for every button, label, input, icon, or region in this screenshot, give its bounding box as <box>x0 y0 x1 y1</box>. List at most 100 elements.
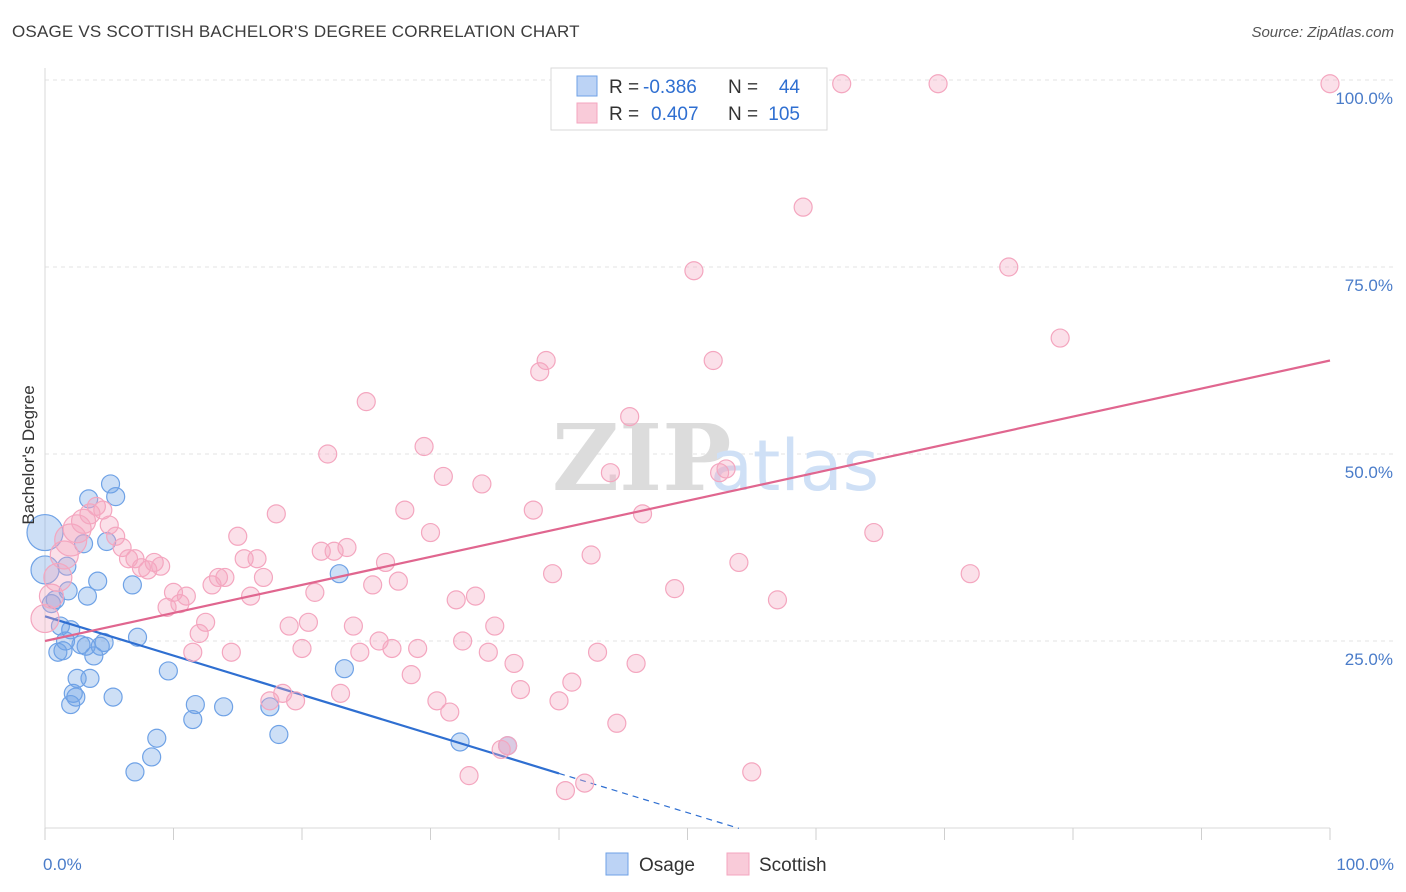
x-tick-label-max: 100.0% <box>1336 855 1394 874</box>
scottish-point <box>478 642 498 662</box>
scottish-point <box>401 665 421 685</box>
scottish-point <box>324 541 344 561</box>
osage-point <box>450 732 470 752</box>
osage-trend-extension <box>558 772 740 829</box>
scottish-point <box>607 713 627 733</box>
scottish-point <box>253 567 274 588</box>
scottish-point <box>79 503 101 525</box>
scottish-point <box>793 197 813 217</box>
scottish-point <box>388 571 408 591</box>
scottish-point <box>176 586 196 606</box>
osage-point <box>142 747 162 767</box>
scottish-point <box>575 773 595 793</box>
osage-point <box>103 687 123 707</box>
scottish-point <box>266 504 286 524</box>
bottom-legend-osage-label: Osage <box>639 855 695 876</box>
scottish-point <box>600 463 621 483</box>
osage-point <box>127 627 148 647</box>
watermark-atlas: atlas <box>710 425 879 507</box>
bottom-legend-scottish-label: Scottish <box>759 855 827 876</box>
scottish-point <box>999 257 1019 277</box>
scottish-point <box>510 680 531 700</box>
scottish-point <box>138 560 158 580</box>
scottish-point <box>382 638 402 659</box>
scottish-point <box>767 590 788 610</box>
y-tick-label-25: 25.0% <box>1345 650 1393 669</box>
scottish-point <box>960 564 980 584</box>
osage-point <box>66 687 86 707</box>
scottish-r-label: R = <box>609 104 639 125</box>
scottish-point <box>729 552 749 573</box>
scottish-point <box>247 549 267 569</box>
scottish-point <box>472 474 492 494</box>
osage-n-value: 44 <box>779 77 801 98</box>
scottish-trend-line <box>44 359 1331 643</box>
scottish-point <box>555 780 576 801</box>
scottish-point <box>620 407 640 427</box>
series-layer <box>26 74 1340 829</box>
bottom-legend-scottish-swatch <box>726 852 750 876</box>
scottish-point <box>196 612 216 632</box>
scottish-point <box>183 642 203 662</box>
scottish-point <box>626 653 646 674</box>
x-axis-ticks <box>44 828 1331 840</box>
scottish-point <box>343 616 363 636</box>
osage-point <box>269 724 289 745</box>
scottish-point <box>446 590 466 610</box>
scottish-point <box>330 683 351 703</box>
scottish-point <box>285 691 306 711</box>
stats-legend: R = -0.386 N = 44 R = 0.407 N = 105 <box>550 67 828 131</box>
osage-point <box>329 564 349 584</box>
scottish-point <box>549 691 569 711</box>
y-tick-labels: 100.0% 75.0% 50.0% 25.0% <box>1335 89 1393 669</box>
scottish-point <box>292 638 312 659</box>
scottish-point <box>318 444 338 464</box>
scottish-point <box>38 583 65 609</box>
osage-point <box>183 709 203 730</box>
y-axis-title: Bachelor's Degree <box>19 385 38 524</box>
scottish-point <box>864 522 884 543</box>
osage-point <box>73 534 94 554</box>
scottish-point <box>498 736 518 756</box>
scottish-point <box>504 653 524 674</box>
bottom-legend: Osage Scottish <box>605 852 827 876</box>
scottish-point <box>665 579 685 599</box>
chart-title: OSAGE VS SCOTTISH BACHELOR'S DEGREE CORR… <box>12 22 580 41</box>
osage-point <box>80 668 100 689</box>
scottish-n-label: N = <box>728 104 758 125</box>
scottish-point <box>523 500 543 520</box>
watermark-zip: ZIP <box>552 404 731 512</box>
scottish-point <box>363 575 383 595</box>
osage-n-label: N = <box>728 77 758 98</box>
scottish-point <box>453 631 473 651</box>
scottish-point <box>581 545 601 565</box>
scottish-point <box>928 74 948 94</box>
osage-point <box>334 659 355 679</box>
scottish-point <box>189 623 209 644</box>
scottish-point <box>716 459 736 479</box>
scottish-point <box>30 603 60 634</box>
scottish-point <box>221 642 241 662</box>
osage-point <box>122 575 142 595</box>
scottish-point <box>408 638 428 659</box>
scottish-point <box>1050 328 1070 348</box>
scottish-point <box>684 261 704 281</box>
osage-point <box>79 489 99 509</box>
scottish-point <box>414 436 434 457</box>
scottish-point <box>279 616 299 636</box>
osage-point <box>77 586 98 606</box>
y-tick-label-50: 50.0% <box>1345 463 1393 482</box>
scottish-point <box>742 762 762 782</box>
osage-point <box>26 513 64 552</box>
scottish-r-value: 0.407 <box>651 104 699 125</box>
osage-point <box>125 762 145 782</box>
scottish-point <box>163 582 184 602</box>
scottish-point <box>465 586 486 606</box>
osage-r-value: -0.386 <box>643 77 697 98</box>
scottish-point <box>427 691 447 711</box>
watermark: ZIP atlas <box>552 404 879 512</box>
osage-point <box>158 661 178 681</box>
scottish-point <box>151 556 171 576</box>
osage-point <box>76 636 96 656</box>
scottish-point <box>485 616 505 636</box>
